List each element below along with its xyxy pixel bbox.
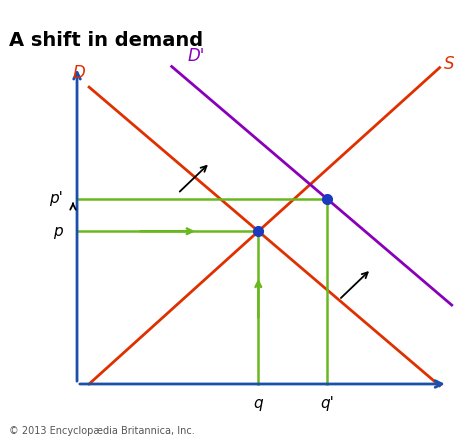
- Text: © 2013 Encyclopædia Britannica, Inc.: © 2013 Encyclopædia Britannica, Inc.: [9, 425, 195, 436]
- Text: S: S: [444, 55, 454, 73]
- Text: p: p: [53, 224, 63, 239]
- Text: q': q': [320, 396, 334, 411]
- Text: q: q: [254, 396, 263, 411]
- Text: A shift in demand: A shift in demand: [9, 31, 204, 50]
- Text: D': D': [188, 47, 205, 65]
- Text: D: D: [73, 64, 85, 82]
- Text: p': p': [49, 191, 63, 206]
